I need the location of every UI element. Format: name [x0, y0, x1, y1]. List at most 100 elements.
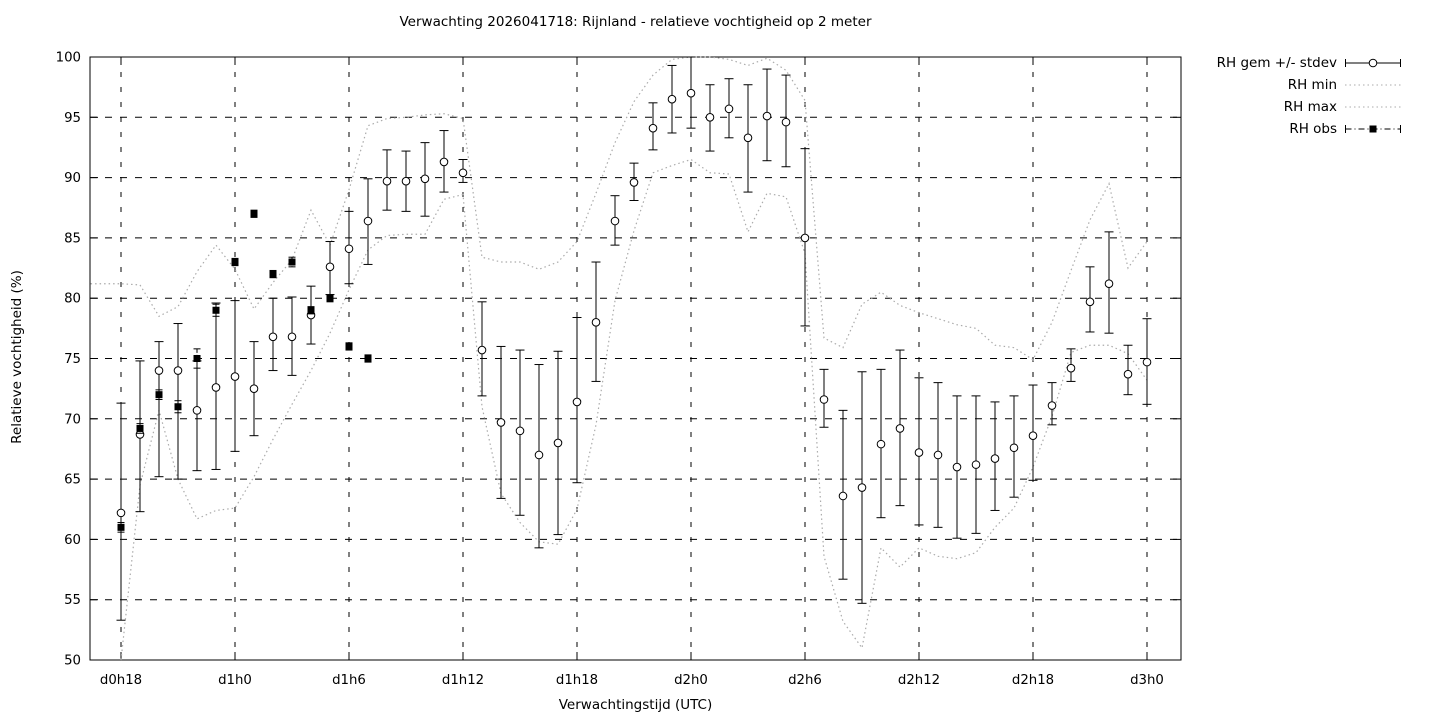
rh-gem-point — [268, 332, 278, 342]
rh-gem-point — [990, 454, 1000, 463]
rh-obs-point — [345, 342, 353, 350]
rh-obs-point — [136, 424, 144, 432]
y-tick-label: 95 — [64, 111, 81, 126]
rh-max-curve — [90, 56, 1148, 361]
rh-gem-point — [591, 318, 601, 327]
rh-gem-point — [876, 439, 886, 449]
y-tick-label: 55 — [64, 593, 81, 608]
dotted-line-glyph-icon — [1345, 106, 1401, 108]
rh-gem-point — [553, 438, 563, 448]
rh-gem-point — [933, 450, 943, 460]
rh-gem-point — [686, 88, 696, 98]
x-tick-label: d2h12 — [898, 673, 940, 688]
rh-obs-point — [269, 270, 277, 278]
rh-gem-point — [781, 117, 791, 127]
rh-gem-point — [192, 406, 202, 415]
y-tick-label: 85 — [64, 231, 81, 246]
rh-obs-point — [326, 294, 334, 302]
rh-min-curve — [120, 158, 1148, 661]
rh-gem-point — [515, 426, 525, 436]
rh-gem-point — [743, 133, 753, 143]
rh-gem-point — [705, 113, 715, 122]
rh-gem-point — [1009, 443, 1019, 453]
rh-gem-point — [1047, 401, 1057, 410]
dotted-line-glyph-icon — [1345, 84, 1401, 86]
rh-gem-point — [154, 366, 164, 375]
rh-gem-point — [724, 104, 734, 114]
rh-obs-point — [364, 355, 372, 362]
rh-gem-point — [477, 345, 487, 355]
rh-gem-point — [249, 384, 259, 393]
dashdot-square-glyph-icon — [1345, 125, 1401, 133]
rh-gem-point — [895, 424, 905, 433]
rh-gem-point — [534, 450, 544, 460]
rh-obs-point — [250, 210, 258, 218]
x-tick-label: d1h18 — [556, 673, 598, 688]
rh-gem-point — [496, 418, 506, 427]
rh-gem-point — [572, 397, 582, 407]
rh-gem-point — [819, 395, 829, 404]
x-tick-label: d2h18 — [1012, 673, 1054, 688]
rh-gem-point — [116, 508, 126, 518]
x-tick-label: d1h12 — [442, 673, 484, 688]
rh-obs-point — [174, 403, 182, 411]
rh-obs-point — [231, 258, 239, 266]
rh-gem-point — [211, 383, 221, 392]
rh-gem-point — [287, 332, 297, 342]
x-tick-label: d1h6 — [332, 673, 366, 688]
rh-gem-point — [230, 372, 240, 381]
rh-gem-point — [382, 176, 392, 186]
rh-obs-point — [212, 306, 220, 314]
rh-gem-point — [800, 233, 810, 243]
legend-entry-rh-min: RH min — [1217, 74, 1402, 96]
x-axis-label: Verwachtingstijd (UTC) — [558, 697, 713, 713]
x-tick-label: d1h0 — [218, 673, 252, 688]
rh-gem-point — [401, 176, 411, 186]
legend-entry-rh-obs: RH obs — [1217, 118, 1402, 140]
rh-gem-point — [344, 244, 354, 254]
y-tick-label: 70 — [64, 412, 81, 427]
x-tick-label: d2h0 — [674, 673, 708, 688]
chart-title: Verwachting 2026041718: Rijnland - relat… — [399, 14, 872, 30]
rh-gem-point — [610, 216, 620, 226]
legend-label-rh-max: RH max — [1283, 99, 1337, 115]
rh-gem-point — [420, 174, 430, 184]
legend-label-rh-obs: RH obs — [1289, 121, 1337, 137]
errorbar-circle-glyph-icon — [1345, 58, 1401, 68]
rh-gem-point — [629, 178, 639, 187]
rh-gem-point — [952, 462, 962, 472]
x-tick-label: d0h18 — [100, 673, 142, 688]
rh-gem-point — [439, 157, 449, 167]
rh-gem-point — [1066, 363, 1076, 373]
rh-gem-point — [363, 216, 373, 226]
rh-obs-point — [117, 523, 125, 531]
legend-entry-rh-gem: RH gem +/- stdev — [1217, 52, 1402, 74]
rh-gem-point — [648, 123, 658, 133]
y-tick-label: 75 — [64, 352, 81, 367]
rh-obs-point — [155, 391, 163, 399]
rh-gem-point — [1028, 431, 1038, 440]
legend: RH gem +/- stdev RH min RH max RH obs — [1217, 52, 1402, 140]
rh-obs-point — [193, 355, 201, 362]
rh-gem-point — [914, 448, 924, 457]
y-tick-label: 60 — [64, 533, 81, 548]
rh-gem-point — [667, 94, 677, 104]
y-tick-label: 50 — [64, 654, 81, 669]
rh-gem-point — [458, 168, 468, 178]
legend-label-rh-gem: RH gem +/- stdev — [1216, 55, 1337, 71]
x-tick-label: d2h6 — [788, 673, 822, 688]
rh-gem-point — [1123, 369, 1133, 379]
rh-gem-point — [857, 483, 867, 492]
rh-gem-point — [325, 262, 335, 272]
rh-gem-point — [1085, 297, 1095, 307]
rh-obs-point — [307, 306, 315, 314]
rh-gem-point — [1142, 357, 1152, 367]
rh-gem-point — [762, 111, 772, 121]
y-tick-label: 100 — [56, 51, 81, 66]
rh-gem-point — [971, 460, 981, 469]
rh-gem-point — [1104, 279, 1114, 289]
y-tick-label: 90 — [64, 171, 81, 186]
y-tick-label: 80 — [64, 292, 81, 307]
